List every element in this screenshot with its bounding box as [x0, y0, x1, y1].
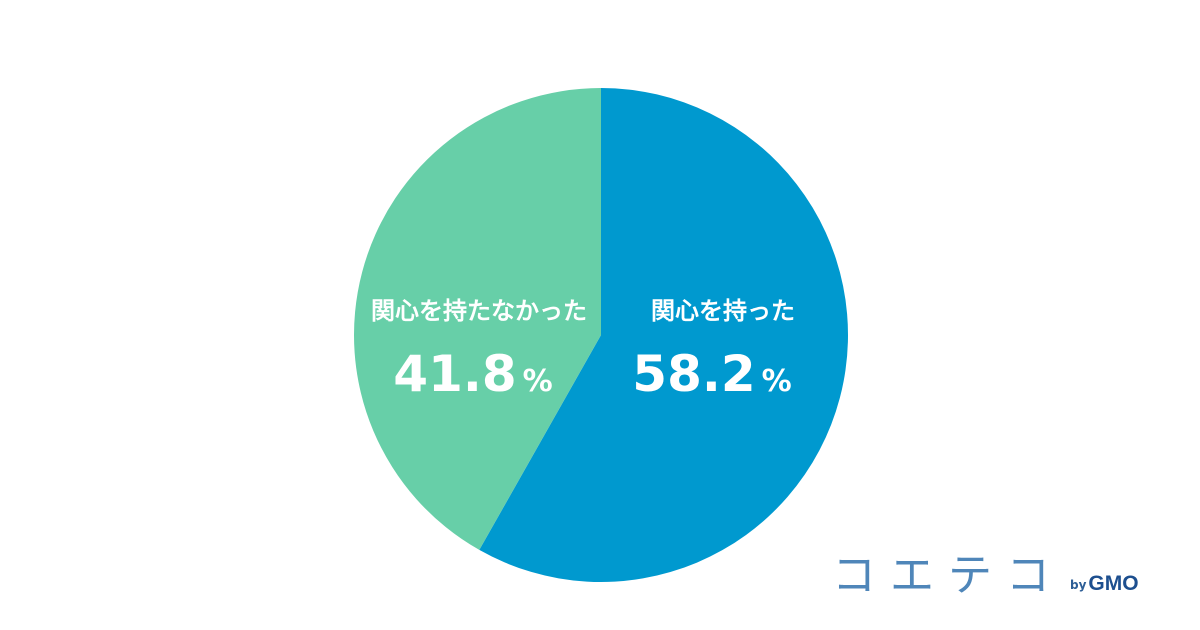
- slice-label-not-interested: 関心を持たなかった: [371, 297, 587, 325]
- logo-by-text: by: [1070, 578, 1087, 592]
- slice-value-number-interested: 58.2: [632, 345, 755, 403]
- logo-wordmark: コエテコ: [832, 550, 1064, 601]
- slice-value-unit-interested: %: [762, 364, 792, 399]
- slice-value-unit-not-interested: %: [523, 364, 553, 399]
- pie-slice-not-interested: [354, 88, 601, 550]
- slice-value-number-not-interested: 41.8: [393, 345, 516, 403]
- coeteco-logo: コエテコ by GMO: [832, 548, 1139, 600]
- pie-slice-interested: [479, 88, 849, 582]
- slice-label-interested: 関心を持った: [651, 297, 795, 325]
- slice-value-not-interested: 41.8%: [393, 345, 552, 403]
- slice-value-interested: 58.2%: [632, 345, 791, 403]
- logo-gmo-text: GMO: [1088, 572, 1139, 595]
